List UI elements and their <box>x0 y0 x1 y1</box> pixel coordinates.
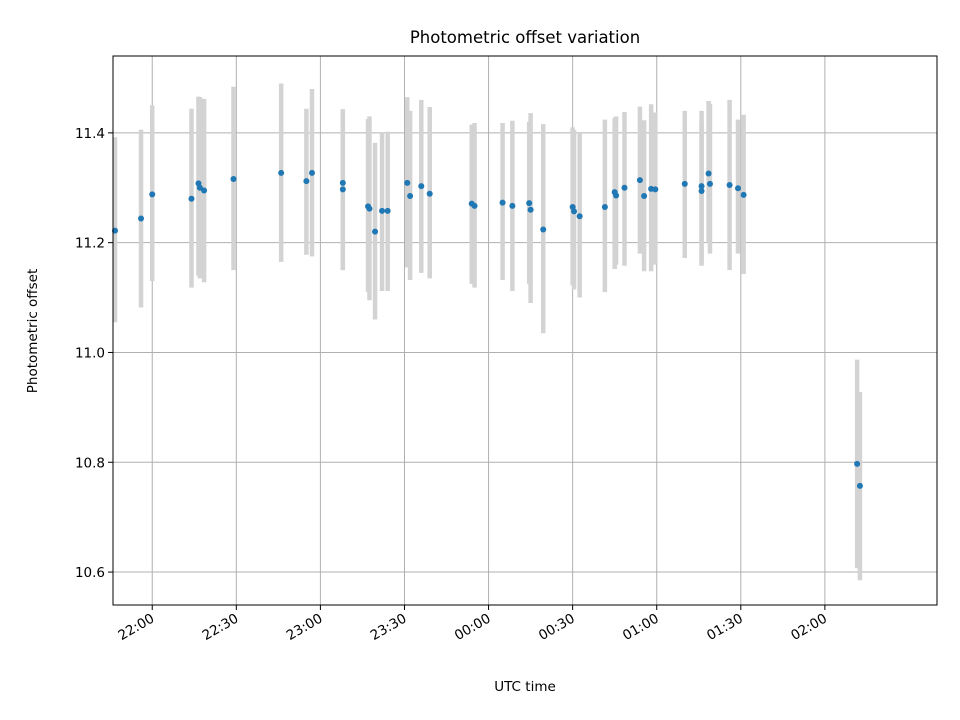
data-point <box>854 460 861 467</box>
data-point <box>407 192 414 199</box>
data-point <box>613 192 620 199</box>
plot-frame <box>112 55 938 606</box>
data-point <box>652 186 659 193</box>
data-point <box>705 170 712 177</box>
data-point <box>339 179 346 186</box>
data-point <box>303 178 310 185</box>
y-axis-ticks: 10.6 10.8 11.0 11.2 11.4 <box>75 126 113 581</box>
data-point <box>426 190 433 197</box>
y-tick-label: 10.8 <box>75 455 105 471</box>
data-point <box>698 188 705 195</box>
data-point <box>735 185 742 192</box>
data-point <box>201 187 208 194</box>
data-point <box>540 226 547 233</box>
data-point <box>601 203 608 210</box>
data-point <box>308 169 315 176</box>
y-tick-label: 11.4 <box>75 126 105 142</box>
data-point <box>571 208 578 215</box>
data-point <box>366 205 373 212</box>
data-point <box>379 207 386 214</box>
y-axis-label: Photometric offset <box>25 269 41 393</box>
y-tick-label: 10.6 <box>75 565 105 581</box>
data-point <box>230 175 237 182</box>
x-axis-label: UTC time <box>494 679 556 695</box>
y-tick-label: 11.0 <box>75 345 105 361</box>
data-point <box>509 202 516 209</box>
data-point <box>621 184 628 191</box>
data-point <box>636 177 643 184</box>
data-point <box>706 180 713 187</box>
chart-title: Photometric offset variation <box>410 28 640 47</box>
data-point <box>499 199 506 206</box>
data-point <box>641 192 648 199</box>
data-point <box>404 179 411 186</box>
y-tick-label: 11.2 <box>75 236 105 252</box>
data-point <box>188 195 195 202</box>
data-point <box>471 202 478 209</box>
data-point <box>698 183 705 190</box>
data-point <box>740 191 747 198</box>
data-point <box>526 200 533 207</box>
data-point <box>418 183 425 190</box>
data-point <box>681 180 688 187</box>
data-points <box>112 169 863 489</box>
data-point <box>527 206 534 213</box>
data-point <box>726 182 733 189</box>
data-point <box>339 186 346 193</box>
data-point <box>372 228 379 235</box>
data-point <box>149 191 156 198</box>
data-point <box>384 207 391 214</box>
data-point <box>138 215 145 222</box>
data-point <box>278 169 285 176</box>
data-point <box>576 213 583 220</box>
data-point <box>856 482 863 489</box>
